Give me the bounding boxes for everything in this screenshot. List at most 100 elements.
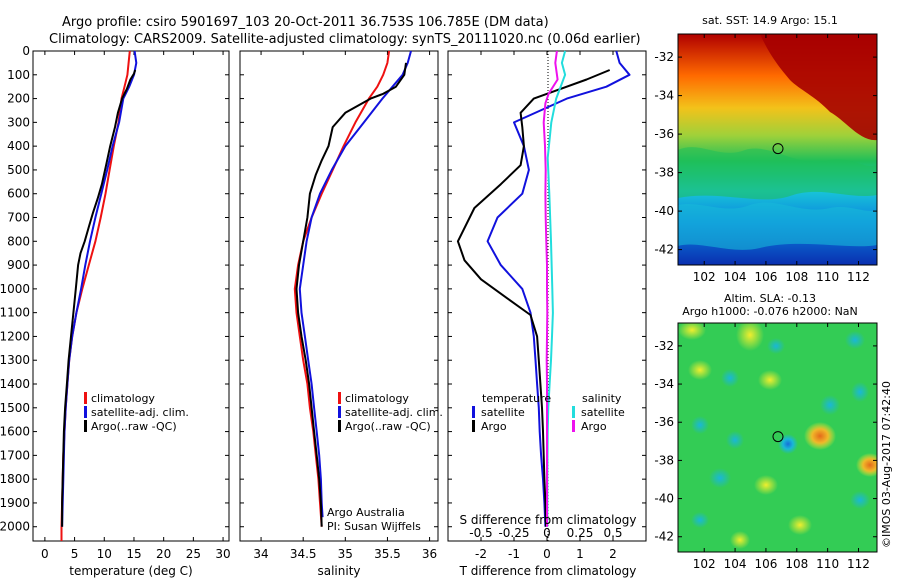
institution-label: Argo Australia xyxy=(327,506,405,519)
y-tick-label: 1700 xyxy=(0,448,30,462)
temperature-legend: climatology satellite-adj. clim. Argo(..… xyxy=(84,392,189,433)
series-line-blue xyxy=(486,50,631,527)
legend-swatch-s-satellite xyxy=(572,406,575,418)
map-x-tick-label: 104 xyxy=(724,270,747,284)
sla-map-axes xyxy=(677,322,878,553)
y-tick-label: 1800 xyxy=(0,472,30,486)
x-tick-label: 10 xyxy=(97,547,112,561)
x2-tick-label: -0.25 xyxy=(498,526,529,540)
legend-label-t-satellite: satellite xyxy=(481,406,525,419)
argo-location-marker xyxy=(772,431,784,443)
y-tick-label: 200 xyxy=(7,92,30,106)
map-x-tick-label: 102 xyxy=(693,557,716,571)
legend-swatch-climatology xyxy=(338,392,341,404)
salinity-xlabel: salinity xyxy=(317,564,360,578)
y-tick-label: 600 xyxy=(7,187,30,201)
y-tick-label: 400 xyxy=(7,139,30,153)
series-line-black xyxy=(456,69,611,527)
y-tick-label: 1100 xyxy=(0,306,30,320)
x-tick-label: 0 xyxy=(543,547,551,561)
y-tick-label: 1600 xyxy=(0,425,30,439)
legend-label-t-argo: Argo xyxy=(481,420,507,433)
map-y-tick-label: -32 xyxy=(654,50,674,64)
series-line-black xyxy=(295,62,407,527)
series-line-black xyxy=(61,69,137,527)
map-y-tick-label: -36 xyxy=(654,415,674,429)
header-line2: Climatology: CARS2009. Satellite-adjuste… xyxy=(49,32,641,47)
map-y-tick-label: -34 xyxy=(654,377,674,391)
difference-panel: -2 -1 0 1 2 -0.5 -0.25 0 0.25 0.5 T difference fr… xyxy=(447,50,647,578)
temperature-axes xyxy=(32,50,230,542)
map-x-tick-label: 106 xyxy=(754,557,777,571)
x2-tick-label: -0.5 xyxy=(469,526,492,540)
legend-label-satellite: satellite-adj. clim. xyxy=(91,406,189,419)
x-tick-label: 34.5 xyxy=(290,547,317,561)
legend-swatch-argo xyxy=(84,420,87,432)
x2-tick-label: 0 xyxy=(543,526,551,540)
series-line-blue xyxy=(298,50,412,518)
y-tick-label: 1400 xyxy=(0,377,30,391)
x-tick-label: 1 xyxy=(576,547,584,561)
y-tick-label: 900 xyxy=(7,258,30,272)
legend-label-climatology: climatology xyxy=(345,392,409,405)
legend-swatch-s-argo xyxy=(572,420,575,432)
header-line1: Argo profile: csiro 5901697_103 20-Oct-2… xyxy=(62,15,549,30)
map-x-tick-label: 102 xyxy=(693,270,716,284)
x-tick-label: 35 xyxy=(338,547,353,561)
x-tick-label: -2 xyxy=(475,547,487,561)
sst-map-title: sat. SST: 14.9 Argo: 15.1 xyxy=(702,14,838,27)
legend-swatch-argo xyxy=(338,420,341,432)
sst-map-panel: sat. SST: 14.9 Argo: 15.1 102 104 106 108 11… xyxy=(654,14,878,284)
temperature-panel: 0100200300400500600700800900100011001200… xyxy=(0,44,231,578)
y-tick-label: 800 xyxy=(7,234,30,248)
sla-heatmap xyxy=(678,323,877,552)
x-tick-label: 34 xyxy=(253,547,268,561)
map-x-tick-label: 112 xyxy=(847,270,870,284)
map-y-tick-label: -32 xyxy=(654,339,674,353)
sla-map-title: Altim. SLA: -0.13 xyxy=(724,292,816,305)
map-x-tick-label: 108 xyxy=(785,270,808,284)
map-y-tick-label: -34 xyxy=(654,89,674,103)
y-tick-label: 1000 xyxy=(0,282,30,296)
x-tick-label: 0 xyxy=(41,547,49,561)
legend-swatch-satellite xyxy=(338,406,341,418)
y-tick-label: 500 xyxy=(7,163,30,177)
map-y-tick-label: -42 xyxy=(654,243,674,257)
sla-map-subtitle: Argo h1000: -0.076 h2000: NaN xyxy=(682,305,858,318)
map-y-tick-label: -40 xyxy=(654,204,674,218)
map-x-tick-label: 106 xyxy=(754,270,777,284)
map-y-tick-label: -40 xyxy=(654,492,674,506)
sla-map-panel: Altim. SLA: -0.13 Argo h1000: -0.076 h20… xyxy=(654,292,878,571)
map-x-tick-label: 112 xyxy=(847,557,870,571)
legend-swatch-satellite xyxy=(84,406,87,418)
x-tick-label: 5 xyxy=(71,547,79,561)
x-tick-label: 20 xyxy=(156,547,171,561)
map-x-tick-label: 110 xyxy=(816,270,839,284)
y-tick-label: 0 xyxy=(22,44,30,58)
difference-xlabel: T difference from climatology xyxy=(459,564,637,578)
x-tick-label: 2 xyxy=(609,547,617,561)
legend-label-s-satellite: satellite xyxy=(581,406,625,419)
map-y-tick-label: -42 xyxy=(654,530,674,544)
legend-swatch-climatology xyxy=(84,392,87,404)
difference-legend: temperature satellite Argo salinity sate… xyxy=(472,392,625,433)
argo-location-marker xyxy=(772,143,784,155)
x2-tick-label: 0.5 xyxy=(603,526,622,540)
y-tick-label: 1500 xyxy=(0,401,30,415)
legend-label-argo: Argo(..raw -QC) xyxy=(345,420,431,433)
series-line-magenta xyxy=(542,50,559,527)
map-y-tick-label: -38 xyxy=(654,166,674,180)
salinity-legend: climatology satellite-adj. clim. Argo(..… xyxy=(338,392,443,433)
x2-tick-label: 0.25 xyxy=(567,526,594,540)
x-tick-label: 36 xyxy=(422,547,437,561)
pi-label: PI: Susan Wijffels xyxy=(327,520,421,533)
y-tick-label: 100 xyxy=(7,68,30,82)
y-tick-label: 1200 xyxy=(0,329,30,343)
map-x-tick-label: 110 xyxy=(816,557,839,571)
legend-label-argo: Argo(..raw -QC) xyxy=(91,420,177,433)
x-tick-label: 30 xyxy=(215,547,230,561)
x-tick-label: -1 xyxy=(508,547,520,561)
y-tick-label: 300 xyxy=(7,115,30,129)
legend-swatch-t-argo xyxy=(472,420,475,432)
